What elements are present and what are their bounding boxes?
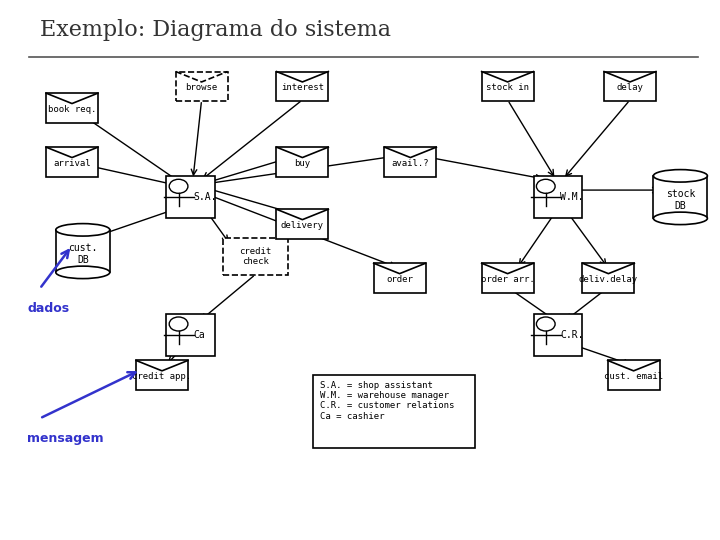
Bar [136,361,188,390]
Bar [534,314,582,356]
Text: order arr.: order arr. [481,275,534,284]
Circle shape [536,179,555,193]
Text: avail.?: avail.? [392,159,429,168]
Bar [374,263,426,293]
Text: S.A.: S.A. [193,192,217,202]
Text: stock in: stock in [486,83,529,92]
Text: dados: dados [27,302,70,315]
Ellipse shape [56,224,110,236]
Text: delivery: delivery [281,221,324,230]
Text: Ca: Ca [193,330,204,340]
Ellipse shape [654,212,707,225]
Bar [313,375,475,448]
Circle shape [169,179,188,193]
Bar [276,71,328,102]
Circle shape [536,317,555,331]
Text: stock
DB: stock DB [666,189,695,211]
Text: interest: interest [281,83,324,92]
Circle shape [169,317,188,331]
Text: credit
check: credit check [240,247,271,266]
Text: mensagem: mensagem [27,432,104,445]
Bar [608,361,660,390]
Bar [56,230,110,272]
Text: delay: delay [616,83,644,92]
Text: W.M.: W.M. [560,192,584,202]
Bar [482,71,534,102]
Bar [176,71,228,102]
Text: credit app.: credit app. [132,372,192,381]
Bar [276,209,328,239]
Text: browse: browse [186,83,217,92]
Text: S.A. = shop assistant
W.M. = warehouse manager
C.R. = customer relations
Ca = ca: S.A. = shop assistant W.M. = warehouse m… [320,381,455,421]
Text: book req.: book req. [48,105,96,114]
Bar [166,314,215,356]
Bar [223,238,288,275]
Bar [654,176,707,218]
Ellipse shape [56,266,110,279]
Text: arrival: arrival [53,159,91,168]
Bar [276,147,328,177]
Text: buy: buy [294,159,310,168]
Bar [482,263,534,293]
Text: deliv.delay: deliv.delay [579,275,638,284]
Text: order: order [386,275,413,284]
Ellipse shape [654,170,707,182]
Text: C.R.: C.R. [560,330,584,340]
Text: cust. email: cust. email [604,372,663,381]
Bar [166,176,215,218]
Bar [604,71,656,102]
Bar [46,93,98,123]
Text: Exemplo: Diagrama do sistema: Exemplo: Diagrama do sistema [40,19,391,41]
Text: cust.
DB: cust. DB [68,243,97,265]
Bar [46,147,98,177]
Bar [384,147,436,177]
Bar [534,176,582,218]
Bar [582,263,634,293]
